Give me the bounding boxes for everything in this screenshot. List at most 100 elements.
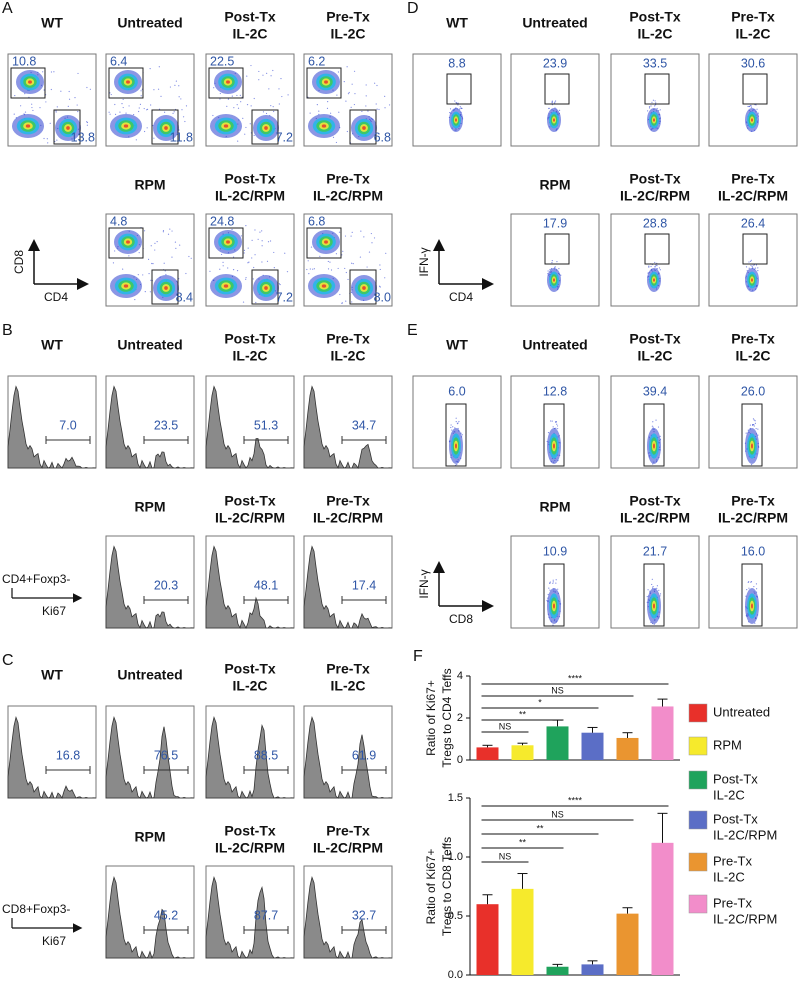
plot-title: Post-Tx	[224, 823, 276, 839]
event-dot	[53, 71, 55, 73]
event-dot	[651, 578, 653, 580]
gate-value: 12.8	[543, 384, 567, 398]
event-dot	[226, 105, 228, 107]
event-dot	[351, 231, 353, 233]
event-dot	[750, 581, 753, 583]
gate-value: 22.5	[210, 54, 234, 68]
histogram	[105, 545, 195, 629]
histogram	[7, 385, 97, 469]
event-dot	[365, 84, 367, 86]
event-dot	[385, 252, 387, 254]
plot-title: IL-2C/RPM	[620, 188, 690, 204]
event-dot	[548, 107, 550, 110]
event-dot	[31, 106, 33, 109]
event-dot	[245, 126, 247, 129]
event-dot	[248, 261, 250, 263]
event-dot	[650, 265, 652, 268]
plot-title: IL-2C	[233, 26, 268, 42]
cell-cluster	[324, 240, 328, 244]
event-dot	[749, 424, 751, 426]
event-dot	[554, 266, 557, 268]
gate	[741, 403, 763, 467]
event-dot	[272, 69, 274, 72]
plot-title: WT	[446, 337, 468, 353]
histogram	[205, 716, 295, 799]
cell-cluster	[28, 80, 32, 84]
legend-label: IL-2C	[713, 869, 745, 884]
plot-title: Untreated	[117, 337, 182, 353]
event-dot	[551, 102, 553, 104]
event-dot	[327, 100, 329, 103]
event-dot	[190, 257, 192, 259]
legend-swatch	[688, 894, 708, 914]
gate-value: 24.8	[210, 214, 234, 228]
axis-label: CD4	[449, 290, 473, 304]
event-dot	[310, 246, 313, 248]
event-dot	[384, 277, 386, 279]
plot-title: IL-2C/RPM	[215, 510, 285, 526]
event-dot	[146, 109, 148, 111]
event-dot	[548, 587, 550, 589]
event-dot	[272, 106, 274, 108]
event-dot	[752, 418, 755, 420]
legend-label: IL-2C/RPM	[713, 911, 777, 926]
event-dot	[50, 88, 52, 91]
legend-swatch	[688, 703, 708, 723]
gate	[741, 563, 763, 627]
gate-value: 45.2	[154, 908, 178, 922]
event-dot	[181, 109, 183, 111]
gate	[544, 73, 570, 105]
event-dot	[549, 581, 551, 583]
event-dot	[74, 97, 76, 99]
plot-title: Pre-Tx	[731, 493, 775, 509]
event-dot	[279, 283, 281, 286]
cell-cluster	[264, 286, 268, 290]
legend-label: Untreated	[713, 704, 770, 719]
cell-cluster	[324, 80, 328, 84]
event-dot	[146, 127, 148, 129]
event-dot	[551, 420, 553, 422]
event-dot	[451, 429, 453, 431]
gate-value: 8.8	[448, 56, 465, 70]
significance-label: NS	[499, 851, 512, 861]
gate-value: 28.8	[643, 216, 667, 230]
event-dot	[20, 105, 22, 107]
plot-title: IL-2C/RPM	[313, 510, 383, 526]
event-dot	[250, 105, 252, 107]
plot-title: IL-2C	[331, 26, 366, 42]
cell-cluster	[321, 284, 327, 288]
event-dot	[750, 106, 753, 108]
event-dot	[165, 273, 167, 276]
event-dot	[245, 276, 247, 279]
plot-title: IL-2C	[233, 348, 268, 364]
event-dot	[551, 100, 553, 102]
plot-title: WT	[446, 15, 468, 31]
event-dot	[654, 105, 656, 107]
event-dot	[86, 86, 88, 89]
event-dot	[354, 93, 356, 95]
event-dot	[261, 240, 263, 242]
plot-title: IL-2C/RPM	[215, 188, 285, 204]
gate-value: 16.8	[56, 748, 80, 762]
gate-value: 32.7	[352, 908, 376, 922]
event-dot	[237, 140, 239, 142]
significance-label: **	[519, 837, 527, 847]
event-dot	[654, 261, 656, 264]
gate	[151, 269, 179, 305]
event-dot	[351, 83, 353, 85]
event-dot	[326, 107, 329, 109]
event-dot	[273, 267, 275, 269]
gate	[306, 67, 342, 99]
event-dot	[68, 98, 71, 100]
event-dot	[556, 260, 558, 263]
event-dot	[755, 104, 757, 106]
event-dot	[745, 432, 747, 434]
cell-cluster	[553, 118, 555, 122]
gate-value: 4.8	[110, 214, 127, 228]
plot-title: Pre-Tx	[326, 661, 370, 677]
event-dot	[754, 420, 756, 422]
plot-title: Post-Tx	[224, 331, 276, 347]
event-dot	[376, 84, 378, 87]
cell-cluster	[751, 118, 753, 122]
